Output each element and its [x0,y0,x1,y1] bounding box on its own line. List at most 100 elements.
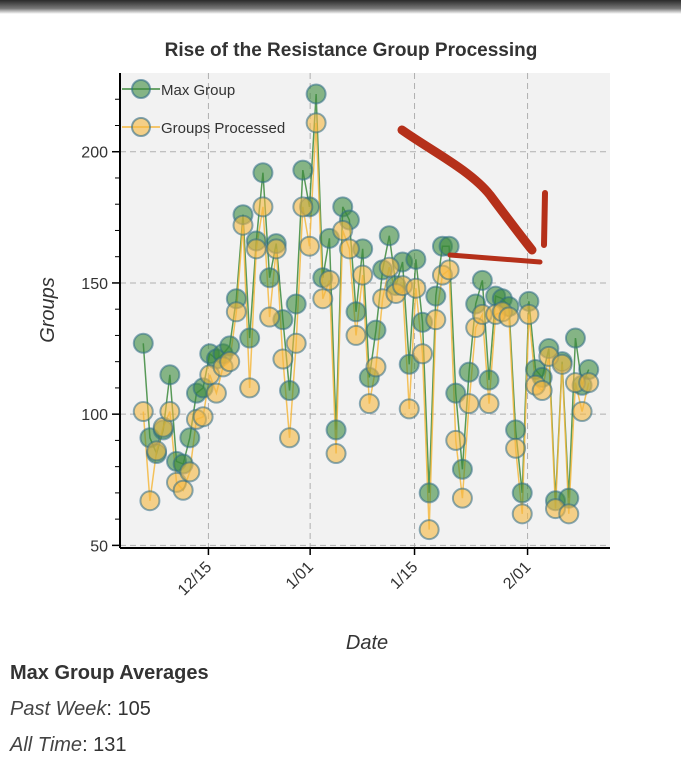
data-point-groups-processed [478,393,500,415]
data-point-groups-processed [498,306,520,328]
data-point-max-group [564,327,586,349]
past-week-value: : 105 [106,698,151,720]
data-point-max-group [458,361,480,383]
data-point-max-group [285,293,307,315]
data-point-groups-processed [438,259,460,281]
data-point-groups-processed [338,238,360,260]
data-point-groups-processed [558,503,580,525]
data-point-groups-processed [172,479,194,501]
legend: Max Group Groups Processed [122,79,285,137]
data-point-groups-processed [398,398,420,420]
data-point-max-group [239,327,261,349]
x-tick-label: 2/01 [500,559,534,593]
data-point-groups-processed [285,332,307,354]
all-time-label: All Time [10,734,83,756]
data-point-max-group [378,225,400,247]
y-tick-label: 50 [90,538,108,555]
data-point-max-group [279,380,301,402]
data-point-groups-processed [232,214,254,236]
past-week-label: Past Week [10,698,107,720]
chart-title: Rise of the Resistance Group Processing [165,40,538,61]
data-point-groups-processed [352,264,374,286]
data-point-groups-processed [259,306,281,328]
data-point-groups-processed [518,303,540,325]
data-point-max-group [471,269,493,291]
data-point-groups-processed [239,377,261,399]
data-point-groups-processed [292,196,314,218]
data-point-groups-processed [365,356,387,378]
data-point-groups-processed [405,277,427,299]
legend-marker-max-group [131,79,151,99]
all-time-value: : 131 [82,734,127,756]
annotation-arrow-head [447,252,543,265]
data-point-max-group [425,285,447,307]
data-point-groups-processed [146,440,168,462]
data-point-groups-processed [139,490,161,512]
data-point-max-group [305,83,327,105]
data-point-groups-processed [345,324,367,346]
data-point-max-group [292,159,314,181]
data-point-groups-processed [451,487,473,509]
data-point-groups-processed [179,461,201,483]
data-point-max-group [511,482,533,504]
data-point-max-group [159,364,181,386]
data-point-groups-processed [245,238,267,260]
legend-label-groups-processed: Groups Processed [161,120,285,137]
data-point-groups-processed [418,519,440,541]
data-point-groups-processed [132,401,154,423]
data-point-max-group [451,458,473,480]
data-point-max-group [259,267,281,289]
x-axis-label: Date [346,632,388,654]
data-point-groups-processed [358,393,380,415]
data-point-groups-processed [305,112,327,134]
data-point-groups-processed [159,401,181,423]
data-point-max-group [365,319,387,341]
data-point-groups-processed [571,401,593,423]
annotation-mark [541,190,548,248]
data-point-groups-processed [412,343,434,365]
data-point-groups-processed [192,406,214,428]
data-point-groups-processed [551,353,573,375]
all-time-stat: All Time: 131 [10,734,209,770]
data-point-groups-processed [325,443,347,465]
y-tick-label: 200 [81,145,108,162]
data-point-groups-processed [279,427,301,449]
data-point-groups-processed [578,372,600,394]
data-point-max-group [478,369,500,391]
stats-panel: Max Group Averages Past Week: 105 All Ti… [10,662,209,770]
x-tick-label: 12/15 [175,559,215,599]
data-point-groups-processed [318,269,340,291]
data-point-groups-processed [219,351,241,373]
annotation-arrow [397,125,537,255]
data-point-max-group [418,482,440,504]
data-point-groups-processed [205,382,227,404]
y-tick-label: 100 [81,407,108,424]
x-tick-label: 1/15 [387,559,421,593]
data-point-groups-processed [531,380,553,402]
data-point-groups-processed [458,393,480,415]
data-point-max-group [132,332,154,354]
data-point-groups-processed [265,238,287,260]
data-point-max-group [405,248,427,270]
y-axis-label: Groups [37,277,59,343]
data-point-max-group [505,419,527,441]
data-point-groups-processed [445,429,467,451]
data-point-groups-processed [332,219,354,241]
data-point-max-group [325,419,347,441]
stats-heading: Max Group Averages [10,662,209,684]
x-tick-label: 1/01 [283,559,317,593]
top-shadow-bar [0,0,681,14]
data-point-max-group [252,162,274,184]
data-point-groups-processed [252,196,274,218]
data-point-groups-processed [425,309,447,331]
y-tick-label: 150 [81,276,108,293]
data-point-groups-processed [312,288,334,310]
past-week-stat: Past Week: 105 [10,698,209,734]
data-point-groups-processed [378,256,400,278]
legend-marker-groups-processed [131,117,151,137]
data-point-max-group [345,301,367,323]
chart: Rise of the Resistance Group Processing … [37,40,610,654]
data-point-groups-processed [298,235,320,257]
data-point-groups-processed [511,503,533,525]
data-point-groups-processed [272,348,294,370]
